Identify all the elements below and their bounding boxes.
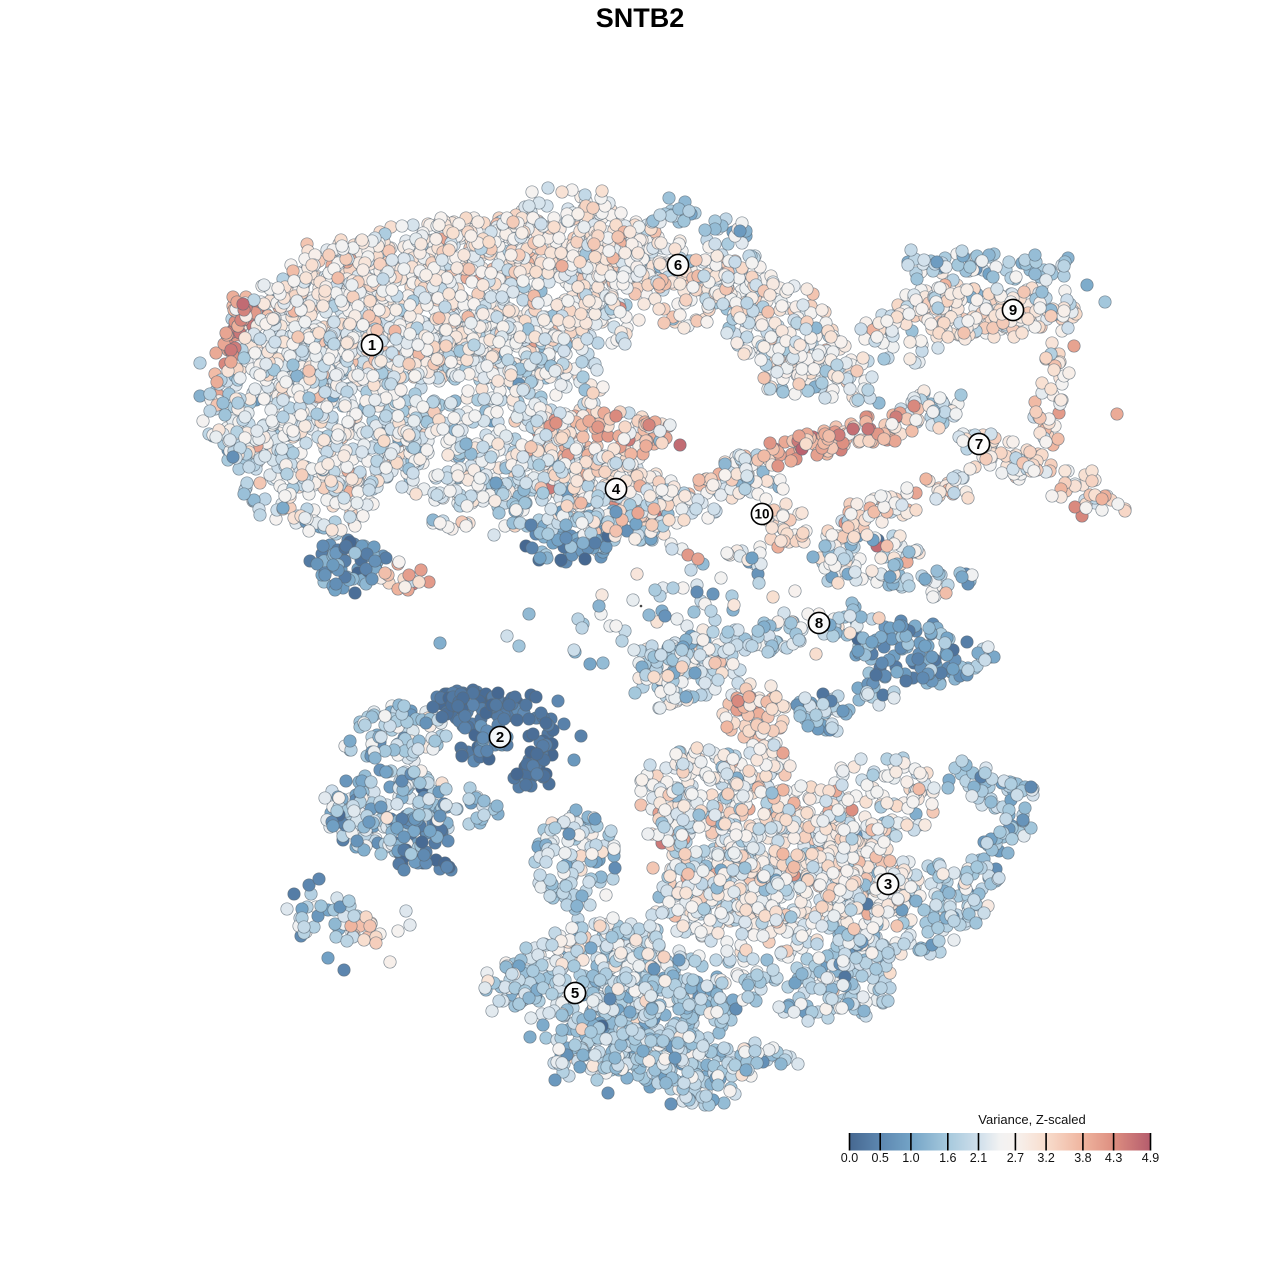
svg-text:SNTB2: SNTB2: [596, 3, 685, 33]
